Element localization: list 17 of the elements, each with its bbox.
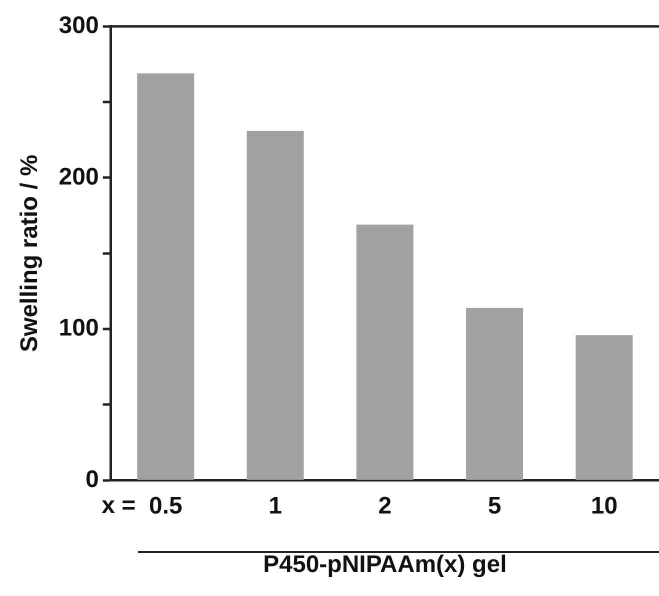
bar	[137, 73, 194, 480]
x-tick-label: 5	[488, 492, 502, 520]
y-axis-title: Swelling ratio / %	[16, 154, 44, 352]
x-axis-title: P450-pNIPAAm(x) gel	[263, 551, 507, 578]
bar	[466, 308, 524, 480]
bar	[246, 130, 304, 480]
bar	[576, 335, 633, 480]
y-tick-label: 100	[58, 314, 99, 342]
text: x =	[102, 492, 136, 520]
x-tick-label: 1	[268, 492, 282, 520]
x-tick-label: 2	[378, 492, 392, 520]
y-tick-label: 0	[85, 466, 99, 494]
x-tick-label: 0.5	[148, 492, 182, 520]
x-tick-label: 10	[590, 492, 618, 520]
y-tick-label: 200	[58, 163, 99, 190]
bar	[356, 224, 414, 480]
y-tick-label: 300	[58, 12, 99, 40]
